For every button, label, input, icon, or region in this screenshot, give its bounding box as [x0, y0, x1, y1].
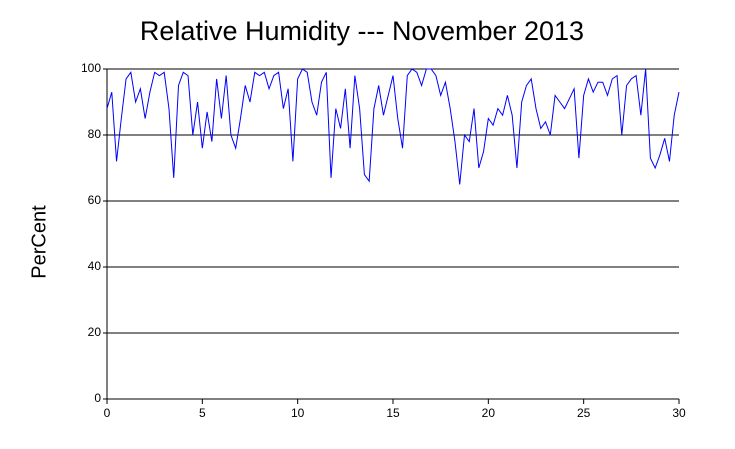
- x-tick-label: 20: [482, 406, 496, 420]
- y-tick-label: 80: [88, 127, 102, 141]
- y-tick-label: 100: [81, 61, 101, 75]
- x-tick-label: 0: [104, 406, 111, 420]
- chart-title: Relative Humidity --- November 2013: [140, 16, 584, 46]
- y-tick-label: 0: [94, 391, 101, 405]
- data-line: [106, 68, 680, 185]
- y-tick-label: 20: [88, 325, 102, 339]
- y-tick-label: 60: [88, 193, 102, 207]
- x-tick-label: 10: [291, 406, 305, 420]
- y-tick-label: 40: [88, 259, 102, 273]
- x-tick-label: 30: [672, 406, 686, 420]
- x-tick-label: 5: [199, 406, 206, 420]
- x-tick-label: 15: [386, 406, 400, 420]
- x-tick-label: 25: [577, 406, 591, 420]
- y-axis-label: PerCent: [28, 205, 50, 279]
